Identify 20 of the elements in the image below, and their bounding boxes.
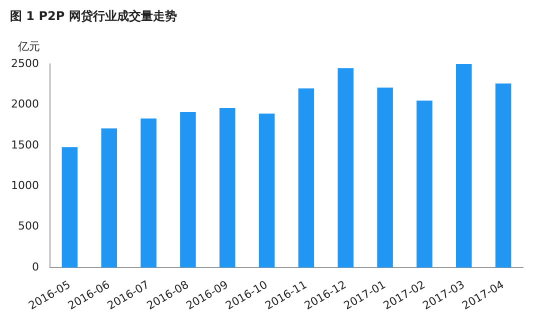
bar: [62, 147, 78, 268]
bar: [416, 100, 432, 268]
bar: [495, 84, 512, 268]
bar: [377, 88, 393, 268]
y-tick-label: 500: [18, 220, 39, 233]
bar: [180, 112, 196, 268]
bar: [101, 128, 118, 268]
y-axis-title: 亿元: [17, 39, 41, 54]
y-tick-label: 1000: [10, 179, 39, 192]
bar: [219, 108, 236, 268]
bar: [338, 68, 354, 268]
bar: [298, 88, 314, 268]
y-tick-label: 2500: [10, 56, 39, 70]
y-tick-label: 0: [32, 260, 39, 274]
y-tick-label: 2000: [10, 98, 39, 111]
bar: [456, 64, 472, 268]
chart-title: 图 1 P2P 网贷行业成交量走势: [9, 8, 178, 25]
y-tick-label: 1500: [10, 138, 39, 152]
bar: [140, 118, 156, 268]
bar: [258, 114, 275, 268]
